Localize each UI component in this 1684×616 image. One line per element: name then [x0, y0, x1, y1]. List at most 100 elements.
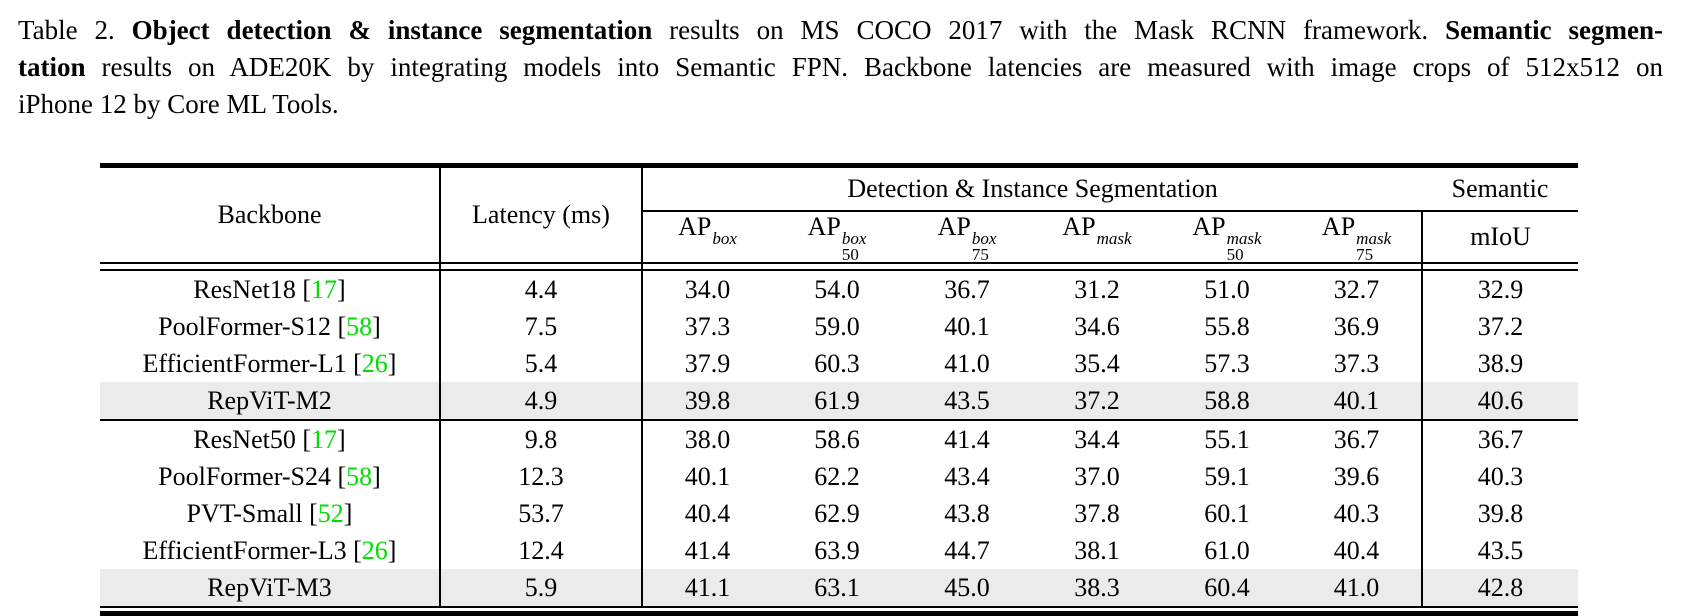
metric-value-cell: 43.8 [944, 498, 990, 528]
citation-bracket: [ [330, 461, 347, 491]
table-row: PoolFormer-S12 [58] 7.5 37.3 59.0 40.1 34.6 55… [100, 308, 1579, 345]
miou-cell: 39.8 [1421, 495, 1579, 532]
latency-cell: 9.8 [439, 420, 642, 458]
table-row: ResNet18 [17] 4.4 34.0 54.0 36.7 31.2 51.0 32.7… [100, 270, 1579, 308]
metric-header-box-75: AP box 75 [902, 211, 1032, 263]
backbone-name: ResNet50 [193, 424, 296, 454]
metric-value-cell: 40.4 [1333, 535, 1380, 565]
citation-bracket: ] [337, 274, 346, 304]
metric-value-cell: 37.3 [1333, 348, 1380, 378]
metric-scripts: box 50 [841, 229, 867, 263]
table-row: RepViT-M2 4.9 39.8 61.9 43.5 37.2 58.8 40.1 40.6 [100, 382, 1579, 421]
table-row: EfficientFormer-L3 [26] 12.4 41.4 63.9 44.7 3… [100, 532, 1579, 569]
metric-superscript: mask [1356, 229, 1392, 248]
metric-value-cell: 35.4 [1074, 348, 1120, 378]
metric-value-cell: 31.2 [1074, 274, 1120, 304]
metric-header-mask-50: AP mask 50 [1162, 211, 1292, 263]
backbone-name: ResNet18 [193, 274, 296, 304]
caption-text: iPhone 12 by Core ML Tools. [18, 89, 339, 119]
metric-value-cell: 34.4 [1074, 424, 1120, 454]
metric-value-cell: 37.2 [1032, 382, 1162, 421]
metric-value-cell: 41.0 [944, 348, 990, 378]
citation-bracket: [ [346, 348, 362, 378]
backbone-name: RepViT-M2 [207, 385, 332, 415]
metric-scripts: box 75 [971, 229, 997, 263]
metric-value-cell: 57.3 [1204, 348, 1250, 378]
metric-superscript: box [841, 229, 867, 248]
citation-bracket: ] [372, 311, 381, 341]
metric-superscript: box [712, 229, 737, 248]
metric-scripts: mask [1097, 230, 1132, 262]
citation-ref: 17 [311, 424, 338, 454]
semantic-group-header: Semantic [1422, 165, 1579, 212]
backbone-name: RepViT-M3 [207, 572, 332, 602]
backbone-cell: EfficientFormer-L3 [26] [100, 532, 440, 569]
table-row: ResNet50 [17] 9.8 38.0 58.6 41.4 34.4 55.1 36.7… [100, 420, 1579, 458]
table-row: RepViT-M3 5.9 41.1 63.1 45.0 38.3 60.4 41.0 42.8 [100, 569, 1579, 607]
citation-bracket: ] [387, 535, 397, 565]
backbone-cell: ResNet18 [17] [100, 270, 440, 308]
metric-value-cell: 62.2 [814, 461, 860, 491]
citation-bracket: ] [337, 424, 346, 454]
metric-value-cell: 61.0 [1204, 535, 1250, 565]
backbone-cell: EfficientFormer-L1 [26] [100, 345, 440, 382]
backbone-cell: RepViT-M3 [100, 569, 440, 607]
caption-text: Table 2. [18, 15, 132, 45]
metric-value-cell: 55.8 [1204, 311, 1250, 341]
metric-value-cell: 40.3 [1333, 498, 1380, 528]
metric-value-cell: 61.9 [772, 382, 902, 421]
latency-cell: 5.4 [439, 345, 642, 382]
backbone-cell: PoolFormer-S12 [58] [100, 308, 440, 345]
latency-header: Latency (ms) [439, 165, 642, 263]
citation-bracket: [ [330, 311, 347, 341]
latency-cell: 4.9 [439, 382, 642, 421]
metric-value-cell: 59.1 [1204, 461, 1250, 491]
metric-base-label: AP [678, 212, 712, 241]
metric-value-cell: 41.0 [1292, 569, 1423, 607]
backbone-name: PVT-Small [186, 498, 303, 528]
rule-segment [1421, 262, 1579, 271]
backbone-name: PoolFormer-S24 [158, 461, 331, 491]
latency-cell: 5.9 [439, 569, 642, 607]
citation-bracket: [ [295, 424, 312, 454]
citation-ref: 26 [361, 535, 388, 565]
metric-value-cell: 36.9 [1333, 311, 1380, 341]
rule-segment [640, 262, 1423, 271]
metric-value-cell: 40.4 [641, 495, 772, 532]
metric-base-label: AP [1062, 212, 1096, 241]
backbone-cell: PoolFormer-S24 [58] [100, 458, 440, 495]
metric-value-cell: 51.0 [1204, 274, 1250, 304]
citation-bracket: ] [372, 461, 381, 491]
metrics-header-row: AP box AP box 50 AP box 75 AP mask AP mask 50 AP mask 7… [100, 211, 1579, 263]
table-row: PVT-Small [52] 53.7 40.4 62.9 43.8 37.8 60.1 40… [100, 495, 1579, 532]
metric-value-cell: 60.1 [1204, 498, 1250, 528]
metric-superscript: box [971, 229, 997, 248]
metric-value-cell: 40.1 [1292, 382, 1423, 421]
rule-segment [100, 262, 440, 271]
metric-value-cell: 45.0 [902, 569, 1032, 607]
metric-header-box-50: AP box 50 [772, 211, 902, 263]
metric-value-cell: 58.8 [1162, 382, 1292, 421]
metric-value-cell: 37.9 [641, 345, 772, 382]
metric-value-cell: 38.0 [641, 420, 772, 458]
metric-value-cell: 37.3 [641, 308, 772, 345]
metric-value-cell: 59.0 [814, 311, 860, 341]
metric-scripts: mask 75 [1356, 229, 1392, 263]
metric-value-cell: 44.7 [944, 535, 990, 565]
metric-superscript: mask [1226, 229, 1262, 248]
metric-subscript: 75 [1356, 245, 1374, 263]
metric-value-cell: 34.6 [1074, 311, 1120, 341]
caption-text: results on MS COCO 2017 with the Mask RC… [652, 15, 1446, 45]
backbone-cell: ResNet50 [17] [100, 420, 440, 458]
latency-cell: 12.3 [439, 458, 642, 495]
rule-segment [439, 262, 642, 271]
metric-header-mask-75: AP mask 75 [1292, 211, 1422, 263]
table-row: PoolFormer-S24 [58] 12.3 40.1 62.2 43.4 37.0 5… [100, 458, 1579, 495]
metric-value-cell: 58.6 [814, 424, 860, 454]
metric-value-cell: 37.8 [1074, 498, 1120, 528]
metric-value-cell: 40.1 [944, 311, 990, 341]
caption-bold-text: Semantic segmen- [1445, 15, 1663, 45]
miou-cell: 40.6 [1421, 382, 1579, 421]
metric-value-cell: 37.0 [1074, 461, 1120, 491]
metric-value-cell: 60.3 [814, 348, 860, 378]
